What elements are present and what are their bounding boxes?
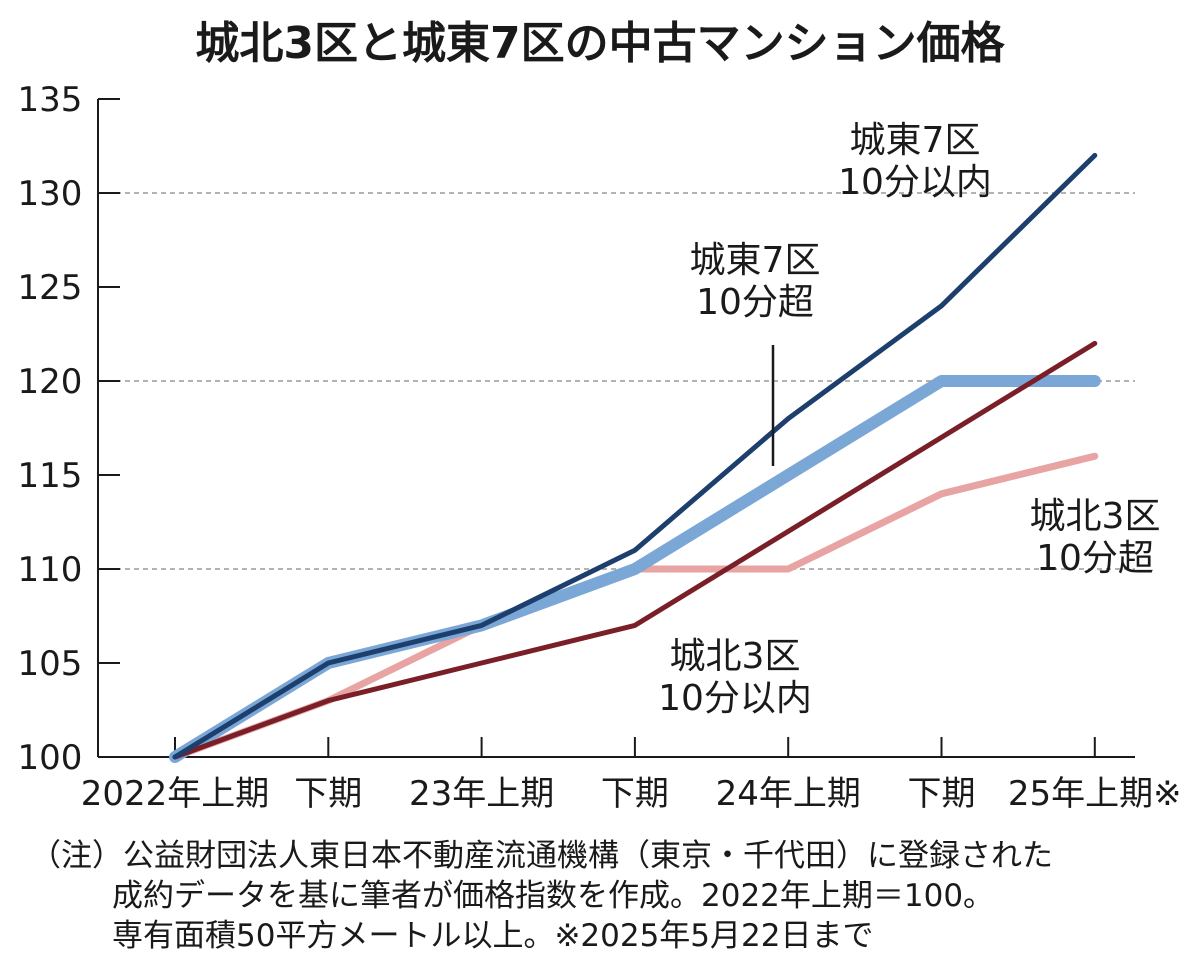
- y-tick-label: 120: [18, 362, 83, 402]
- footnote-line: （注）公益財団法人東日本不動産流通機構（東京・千代田）に登録された: [30, 838, 1053, 874]
- series-label-text: 城北3区: [1030, 496, 1161, 537]
- series-label-text: 10分以内: [658, 678, 812, 719]
- x-tick-label: 2022年上期: [81, 774, 270, 814]
- series-line-0: [171, 452, 1099, 761]
- footnote-line: 専有面積50平方メートル以上。※2025年5月22日まで: [112, 918, 873, 954]
- x-tick-label: 25年上期※: [1008, 774, 1182, 814]
- x-tick-label: 下期: [601, 774, 669, 814]
- axes: [97, 98, 1135, 758]
- series-label-text: 10分以内: [838, 162, 992, 203]
- series-label-text: 城北3区: [670, 636, 801, 677]
- x-tick-label: 24年上期: [716, 774, 861, 814]
- series-label-text: 城東7区: [690, 240, 821, 281]
- series-lines: [169, 152, 1101, 763]
- y-tick-labels: 100 105 110 115 120 125 130 135: [18, 80, 83, 778]
- chart-title: 城北3区と城東7区の中古マンション価格: [195, 18, 1005, 69]
- y-tick-label: 135: [18, 80, 83, 120]
- footnote-line: 成約データを基に筆者が価格指数を作成。2022年上期＝100。: [112, 878, 994, 914]
- y-tick-label: 110: [18, 550, 83, 590]
- series-line-2: [172, 340, 1098, 760]
- x-tick-label: 23年上期: [409, 774, 554, 814]
- series-label-text: 城東7区: [850, 120, 981, 161]
- x-tick-labels: 2022年上期 下期 23年上期 下期 24年上期 下期 25年上期※: [81, 774, 1182, 814]
- footnote: （注）公益財団法人東日本不動産流通機構（東京・千代田）に登録された成約データを基…: [30, 838, 1053, 954]
- series-label-text: 10分超: [696, 282, 814, 323]
- x-tick-label: 下期: [294, 774, 362, 814]
- series-label-text: 10分超: [1036, 538, 1154, 579]
- x-tick-label: 下期: [908, 774, 976, 814]
- y-tick-label: 125: [18, 268, 83, 308]
- y-tick-label: 100: [18, 738, 83, 778]
- y-tick-label: 105: [18, 644, 83, 684]
- y-tick-label: 130: [18, 174, 83, 214]
- series-line-3: [172, 152, 1098, 760]
- y-tick-label: 115: [18, 456, 83, 496]
